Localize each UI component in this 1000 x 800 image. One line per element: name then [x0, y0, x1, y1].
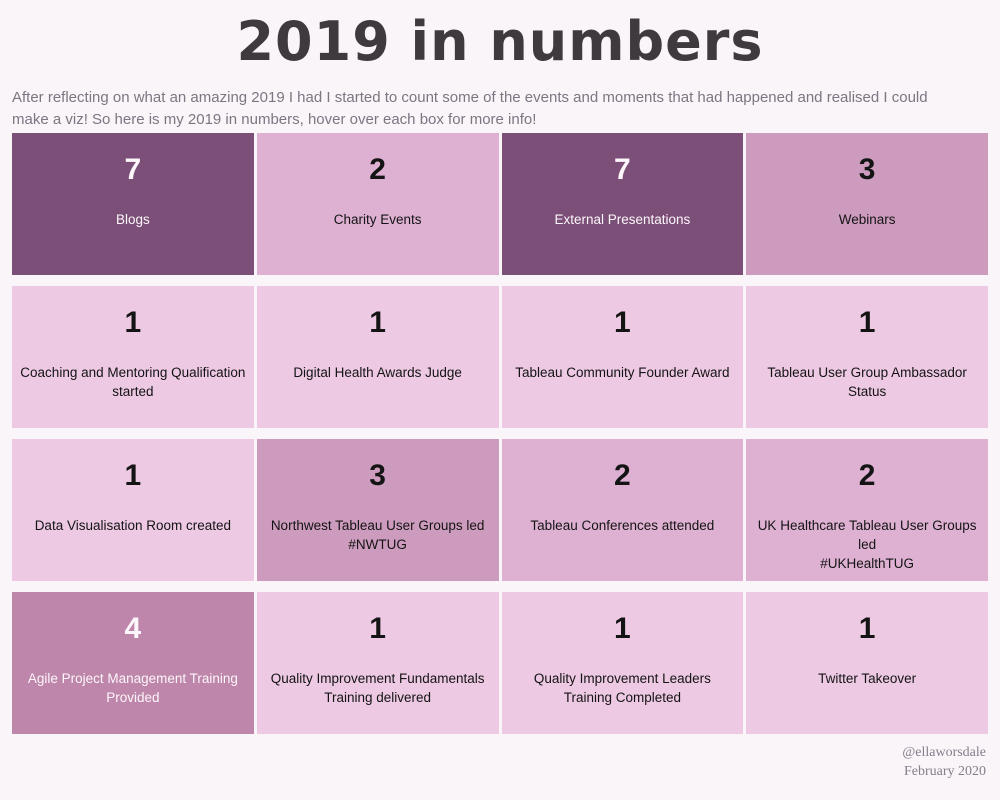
tile-value: 4: [124, 612, 142, 645]
tile-grid: 7 Blogs 2 Charity Events 7 External Presentat…: [12, 133, 988, 734]
grid-tile[interactable]: 7 Blogs: [12, 133, 254, 275]
grid-tile[interactable]: 3 Webinars: [746, 133, 988, 275]
tile-label: Data Visualisation Room created: [34, 518, 232, 533]
grid-tile[interactable]: 1 Coaching and Mentoring Qualification st…: [12, 286, 254, 428]
page-title: 2019 in numbers: [236, 10, 764, 73]
tile-label: Coaching and Mentoring Qualification sta…: [20, 365, 246, 399]
tile-label: Agile Project Management Training Provid…: [27, 671, 238, 705]
grid-tile[interactable]: 7 External Presentations: [501, 133, 744, 275]
tile-value: 1: [369, 612, 386, 645]
tile-value: 1: [858, 306, 876, 339]
tile-label: Quality Improvement Leaders Training Com…: [533, 671, 711, 705]
tile-value: 1: [858, 612, 876, 645]
grid-tile[interactable]: 2 UK Healthcare Tableau User Groups led #…: [746, 439, 988, 581]
tile-label: Charity Events: [333, 212, 422, 227]
tile-value: 2: [614, 459, 631, 492]
tile-value: 1: [369, 306, 386, 339]
grid-tile[interactable]: 1 Twitter Takeover: [746, 592, 988, 734]
tile-value: 1: [124, 306, 142, 339]
tile-value: 3: [369, 459, 386, 492]
grid-tile[interactable]: 1 Tableau Community Founder Award: [501, 286, 744, 428]
tile-label: UK Healthcare Tableau User Groups led #U…: [757, 518, 977, 571]
tile-label: Blogs: [115, 212, 150, 227]
grid-tile[interactable]: 2 Charity Events: [256, 133, 499, 275]
tile-value: 2: [369, 153, 386, 186]
grid-tile[interactable]: 2 Tableau Conferences attended: [501, 439, 744, 581]
tile-label: Webinars: [838, 212, 896, 227]
tile-value: 3: [858, 153, 876, 186]
intro-text: After reflecting on what an amazing 2019…: [12, 89, 928, 128]
footer-date: February 2020: [903, 764, 986, 780]
author-handle: @ellaworsdale: [902, 744, 986, 760]
grid-tile[interactable]: 1 Quality Improvement Leaders Training Co…: [501, 592, 744, 734]
grid-tile[interactable]: 1 Tableau User Group Ambassador Status: [746, 286, 988, 428]
tile-label: External Presentations: [554, 212, 691, 227]
tile-value: 1: [614, 612, 631, 645]
tile-label: Tableau User Group Ambassador Status: [767, 365, 967, 399]
tile-label: Tableau Conferences attended: [530, 518, 715, 533]
grid-tile[interactable]: 4 Agile Project Management Training Provi…: [12, 592, 254, 734]
tile-label: Northwest Tableau User Groups led #NWTUG: [270, 518, 485, 552]
tile-value: 7: [614, 153, 631, 186]
tile-value: 7: [124, 153, 142, 186]
tile-value: 1: [124, 459, 142, 492]
tile-label: Quality Improvement Fundamentals Trainin…: [270, 671, 485, 705]
tile-label: Digital Health Awards Judge: [293, 365, 462, 380]
tile-value: 2: [858, 459, 876, 492]
grid-tile[interactable]: 3 Northwest Tableau User Groups led #NWTU…: [256, 439, 499, 581]
tile-value: 1: [614, 306, 631, 339]
grid-tile[interactable]: 1 Digital Health Awards Judge: [256, 286, 499, 428]
footer-credit: @ellaworsdale February 2020: [902, 743, 986, 782]
tile-label: Tableau Community Founder Award: [515, 365, 730, 380]
tile-label: Twitter Takeover: [818, 671, 917, 686]
grid-tile[interactable]: 1 Data Visualisation Room created: [12, 439, 254, 581]
grid-tile[interactable]: 1 Quality Improvement Fundamentals Traini…: [256, 592, 499, 734]
